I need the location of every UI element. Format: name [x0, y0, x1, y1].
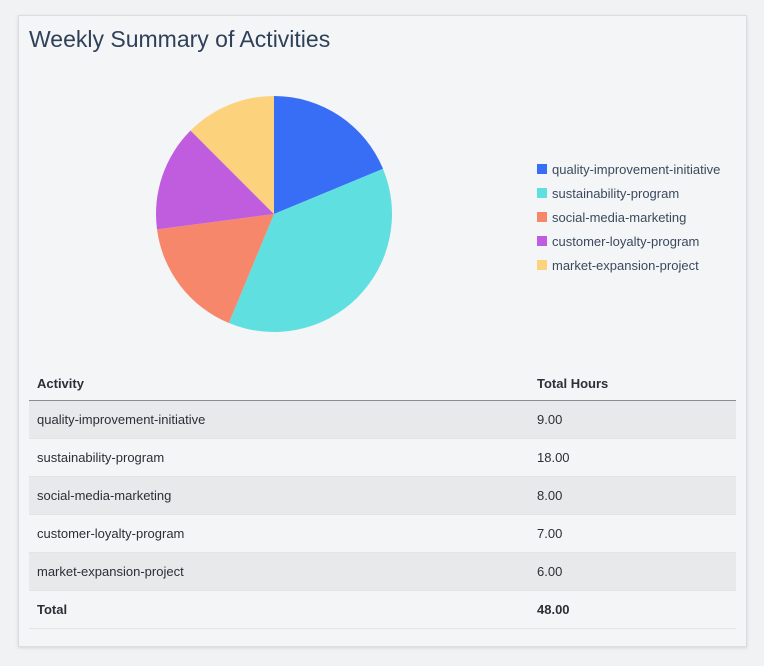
activity-cell: customer-loyalty-program	[29, 514, 529, 553]
legend-item[interactable]: market-expansion-project	[537, 253, 720, 277]
hours-cell: 9.00	[529, 400, 736, 439]
legend-swatch	[537, 164, 547, 174]
pie-slice-customer-loyalty-program[interactable]	[156, 130, 274, 230]
table-row: social-media-marketing 8.00	[29, 476, 736, 515]
legend-swatch	[537, 212, 547, 222]
table-row: quality-improvement-initiative 9.00	[29, 400, 736, 439]
total-value: 48.00	[529, 590, 736, 629]
summary-panel: Weekly Summary of Activities quality-imp…	[18, 15, 747, 647]
legend-item[interactable]: quality-improvement-initiative	[537, 157, 720, 181]
table-row: market-expansion-project 6.00	[29, 552, 736, 591]
legend-swatch	[537, 236, 547, 246]
legend-label: quality-improvement-initiative	[552, 161, 721, 177]
hours-cell: 8.00	[529, 476, 736, 515]
pie-slice-quality-improvement-initiative[interactable]	[274, 96, 384, 214]
legend-label: market-expansion-project	[552, 257, 699, 273]
activity-table: Activity Total Hours quality-improvement…	[29, 366, 736, 629]
chart-title: Weekly Summary of Activities	[29, 26, 331, 52]
table-row: customer-loyalty-program 7.00	[29, 514, 736, 553]
legend-label: sustainability-program	[552, 185, 680, 201]
table-row: sustainability-program 18.00	[29, 438, 736, 477]
table-header-row: Activity Total Hours	[29, 366, 736, 401]
total-row: Total 48.00	[29, 590, 736, 629]
legend-swatch	[537, 188, 547, 198]
hours-cell: 18.00	[529, 438, 736, 477]
pie-chart	[156, 96, 393, 332]
legend-item[interactable]: customer-loyalty-program	[537, 229, 720, 253]
hours-cell: 7.00	[529, 514, 736, 553]
activity-cell: sustainability-program	[29, 438, 529, 477]
activity-cell: social-media-marketing	[29, 476, 529, 515]
total-label: Total	[29, 590, 529, 629]
pie-slice-market-expansion-project[interactable]	[190, 96, 274, 214]
legend-label: customer-loyalty-program	[552, 233, 700, 249]
legend-item[interactable]: social-media-marketing	[537, 205, 720, 229]
activity-cell: quality-improvement-initiative	[29, 400, 529, 439]
header-activity: Activity	[29, 366, 529, 401]
header-total-hours: Total Hours	[529, 366, 736, 401]
pie-slice-sustainability-program[interactable]	[228, 168, 393, 332]
legend-item[interactable]: sustainability-program	[537, 181, 720, 205]
legend-label: social-media-marketing	[552, 209, 687, 225]
hours-cell: 6.00	[529, 552, 736, 591]
activity-cell: market-expansion-project	[29, 552, 529, 591]
legend: quality-improvement-initiative sustainabi…	[537, 157, 720, 277]
pie-slice-social-media-marketing[interactable]	[157, 214, 274, 324]
legend-swatch	[537, 260, 547, 270]
